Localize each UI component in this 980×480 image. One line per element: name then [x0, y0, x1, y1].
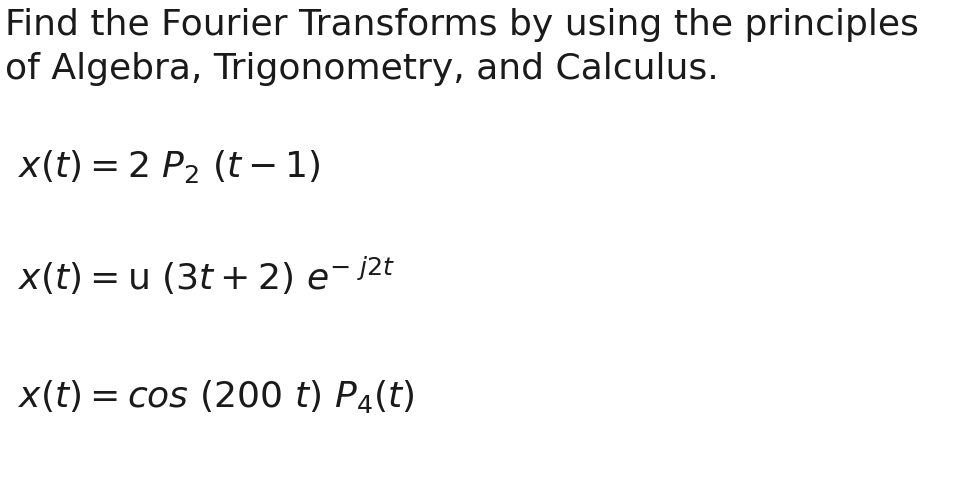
Text: Find the Fourier Transforms by using the principles: Find the Fourier Transforms by using the…: [5, 8, 919, 42]
Text: $\mathit{x}(\mathit{t}) {=}\mathit{cos}\ (200\ \mathit{t})\ \mathit{P}_{4}(\math: $\mathit{x}(\mathit{t}) {=}\mathit{cos}\…: [18, 377, 415, 414]
Text: $\mathit{x}(\mathit{t}) = 2\ \mathit{P}_{2}\ (\mathit{t} - 1)$: $\mathit{x}(\mathit{t}) = 2\ \mathit{P}_…: [18, 148, 320, 185]
Text: $\mathit{x}(\mathit{t}) = \mathrm{u}\ (3\mathit{t} + 2)\ \mathit{e}^{-\ j2t}$: $\mathit{x}(\mathit{t}) = \mathrm{u}\ (3…: [18, 254, 395, 297]
Text: of Algebra, Trigonometry, and Calculus.: of Algebra, Trigonometry, and Calculus.: [5, 52, 718, 86]
